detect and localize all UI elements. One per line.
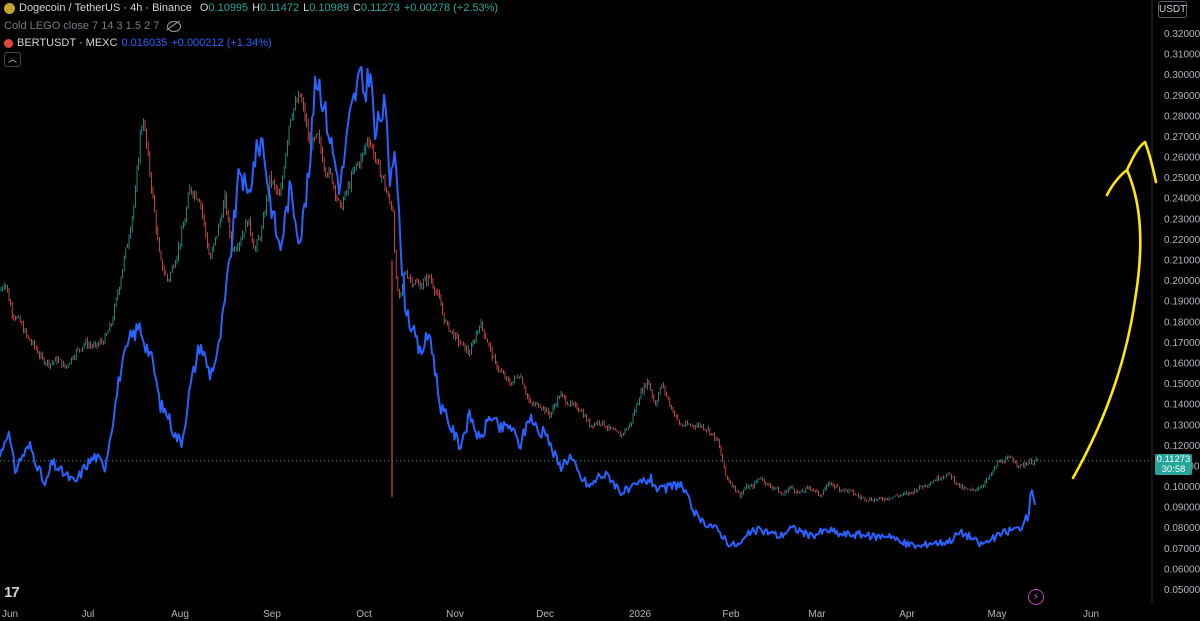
price-tick-label: 0.30000 [1164, 70, 1200, 81]
price-tick-label: 0.12000 [1164, 441, 1200, 452]
price-tick-label: 0.07000 [1164, 544, 1200, 555]
price-tick-label: 0.14000 [1164, 400, 1200, 411]
eye-hidden-icon[interactable] [167, 20, 182, 32]
last-price-tag: 0.11273 30:58 [1155, 454, 1192, 475]
open-label: O [199, 2, 209, 14]
price-tick-label: 0.29000 [1164, 91, 1200, 102]
annotation-arrow [1071, 140, 1158, 480]
price-tick-label: 0.09000 [1164, 503, 1200, 514]
price-tick-label: 0.10000 [1164, 482, 1200, 493]
open-value: 0.10995 [208, 2, 249, 14]
price-axis: 0.32000 0.31000 0.30000 0.29000 0.28000 0.270… [1164, 29, 1200, 596]
price-tick-label: 0.22000 [1164, 235, 1200, 246]
price-tick-label: 0.15000 [1164, 379, 1200, 390]
high-value: 0.11472 [260, 2, 300, 14]
price-tick-label: 0.16000 [1164, 358, 1200, 369]
indicator-name: Cold LEGO close 7 14 3 1.5 2 7 [4, 20, 160, 32]
bar-countdown: 30:58 [1161, 464, 1186, 475]
time-tick-label: Dec [536, 609, 554, 620]
low-label: L [303, 2, 310, 14]
price-tick-label: 0.08000 [1164, 523, 1200, 534]
time-tick-label: May [988, 609, 1007, 620]
bert-compare-line [0, 65, 1036, 550]
price-tick-label: 0.21000 [1164, 256, 1200, 267]
indicator-legend[interactable]: Cold LEGO close 7 14 3 1.5 2 7 [4, 20, 182, 32]
bert-icon [4, 38, 13, 48]
compare-change: +0.000212 (+1.34%) [171, 37, 272, 49]
doge-candles [0, 90, 1039, 503]
dogecoin-icon [4, 2, 15, 14]
close-label: C [352, 2, 361, 14]
price-tick-label: 0.17000 [1164, 338, 1200, 349]
change-value: +0.00278 (+2.53%) [403, 2, 499, 14]
price-tick-label: 0.05000 [1164, 585, 1200, 596]
price-tick-label: 0.24000 [1164, 194, 1200, 205]
compare-value: 0.016035 [121, 37, 168, 49]
time-tick-label: 2026 [629, 609, 652, 620]
price-tick-label: 0.06000 [1164, 564, 1200, 575]
price-tick-label: 0.20000 [1164, 276, 1200, 287]
time-tick-label: Nov [446, 609, 464, 620]
time-tick-label: Jul [82, 609, 95, 620]
tradingview-logo-icon[interactable]: 17 [4, 584, 20, 601]
time-tick-label: Aug [171, 609, 189, 620]
symbol-title: Dogecoin / TetherUS · 4h · Binance [19, 2, 192, 14]
time-tick-label: Jun [1083, 609, 1099, 620]
time-tick-label: Sep [263, 609, 281, 620]
price-tick-label: 0.23000 [1164, 214, 1200, 225]
time-tick-label: Jun [2, 609, 18, 620]
price-tick-label: 0.27000 [1164, 132, 1200, 143]
time-tick-label: Oct [356, 609, 372, 620]
price-tick-label: 0.32000 [1164, 29, 1200, 40]
compare-legend[interactable]: BERTUSDT · MEXC 0.016035 +0.000212 (+1.3… [4, 37, 272, 49]
price-tick-label: 0.26000 [1164, 153, 1200, 164]
price-tick-label: 0.13000 [1164, 420, 1200, 431]
time-tick-label: Mar [808, 609, 826, 620]
low-value: 0.10989 [309, 2, 349, 14]
time-axis: Jun Jul Aug Sep Oct Nov Dec 2026 Feb Mar Apr May Jun [2, 609, 1099, 620]
collapse-legend-button[interactable]: ︿ [4, 52, 21, 67]
price-tick-label: 0.19000 [1164, 297, 1200, 308]
compare-symbol: BERTUSDT · MEXC [17, 37, 118, 49]
high-label: H [252, 2, 261, 14]
lightning-icon[interactable]: ⚡ [1028, 589, 1044, 605]
price-tick-label: 0.28000 [1164, 111, 1200, 122]
time-tick-label: Feb [722, 609, 740, 620]
last-price-value: 0.11273 [1156, 454, 1191, 465]
price-tick-label: 0.18000 [1164, 317, 1200, 328]
time-tick-label: Apr [899, 609, 915, 620]
symbol-legend[interactable]: Dogecoin / TetherUS · 4h · Binance O 0.10… [4, 2, 498, 14]
chevron-up-icon: ︿ [7, 54, 17, 64]
price-tick-label: 0.31000 [1164, 50, 1200, 61]
close-value: 0.11273 [360, 2, 400, 14]
price-tick-label: 0.25000 [1164, 173, 1200, 184]
currency-selector[interactable]: USDT [1158, 1, 1187, 18]
